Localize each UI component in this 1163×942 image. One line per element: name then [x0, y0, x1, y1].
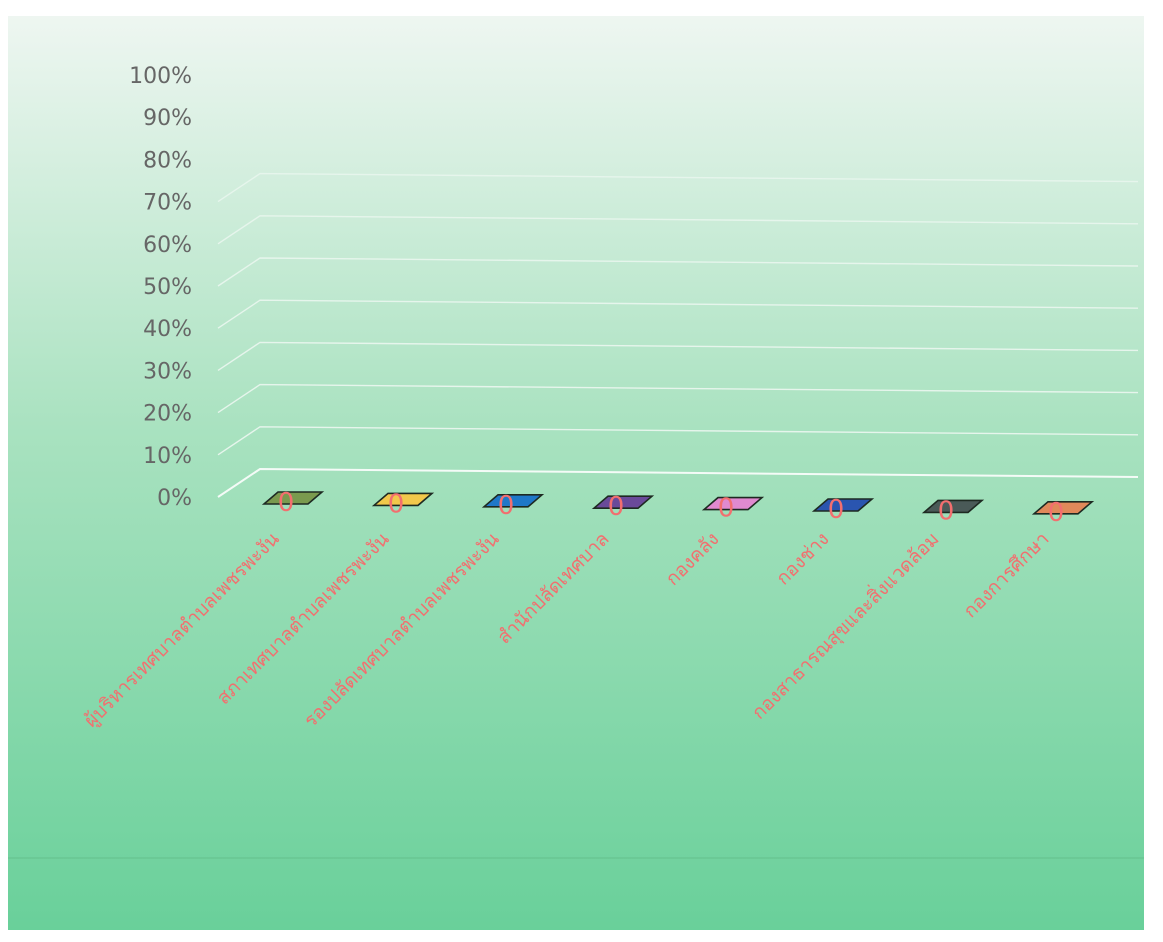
y-tick-label: 70% — [143, 191, 192, 216]
gridline — [217, 299, 1139, 329]
bar — [371, 492, 435, 507]
data-labels: 0 0 0 0 0 0 0 0 — [278, 488, 1065, 528]
gridline — [217, 467, 1139, 498]
gridline — [217, 383, 1139, 414]
y-tick-label: 20% — [143, 402, 192, 427]
gridline — [217, 426, 1139, 456]
bars — [261, 491, 1095, 515]
y-tick-label: 50% — [143, 275, 192, 300]
bar — [481, 493, 545, 508]
bar — [701, 496, 765, 511]
bar — [1031, 500, 1095, 515]
bar — [811, 498, 875, 512]
gridlines — [217, 172, 1139, 498]
data-label: 0 — [1048, 498, 1065, 528]
y-tick-label: 90% — [143, 106, 192, 131]
gridline — [217, 215, 1139, 245]
data-label: 0 — [498, 491, 515, 521]
data-label: 0 — [718, 494, 735, 524]
data-label: 0 — [938, 496, 955, 526]
chart-background — [8, 16, 1144, 930]
gridline — [217, 172, 1139, 203]
bar — [261, 491, 325, 505]
gridline — [217, 341, 1139, 371]
data-label: 0 — [608, 492, 625, 522]
y-tick-label: 100% — [129, 64, 192, 89]
bar — [921, 499, 985, 514]
y-tick-label: 60% — [143, 233, 192, 258]
data-label: 0 — [388, 489, 405, 519]
y-tick-label: 40% — [143, 317, 192, 342]
data-label: 0 — [828, 495, 845, 525]
y-tick-label: 0% — [157, 486, 192, 511]
y-tick-label: 10% — [143, 444, 192, 469]
y-tick-label: 80% — [143, 148, 192, 173]
bar — [591, 495, 655, 510]
y-tick-label: 30% — [143, 359, 192, 384]
data-label: 0 — [278, 488, 295, 518]
gridline — [217, 257, 1139, 287]
y-axis: 0% 10% 20% 30% 40% 50% 60% 70% 80% 90% 100% — [129, 64, 192, 511]
